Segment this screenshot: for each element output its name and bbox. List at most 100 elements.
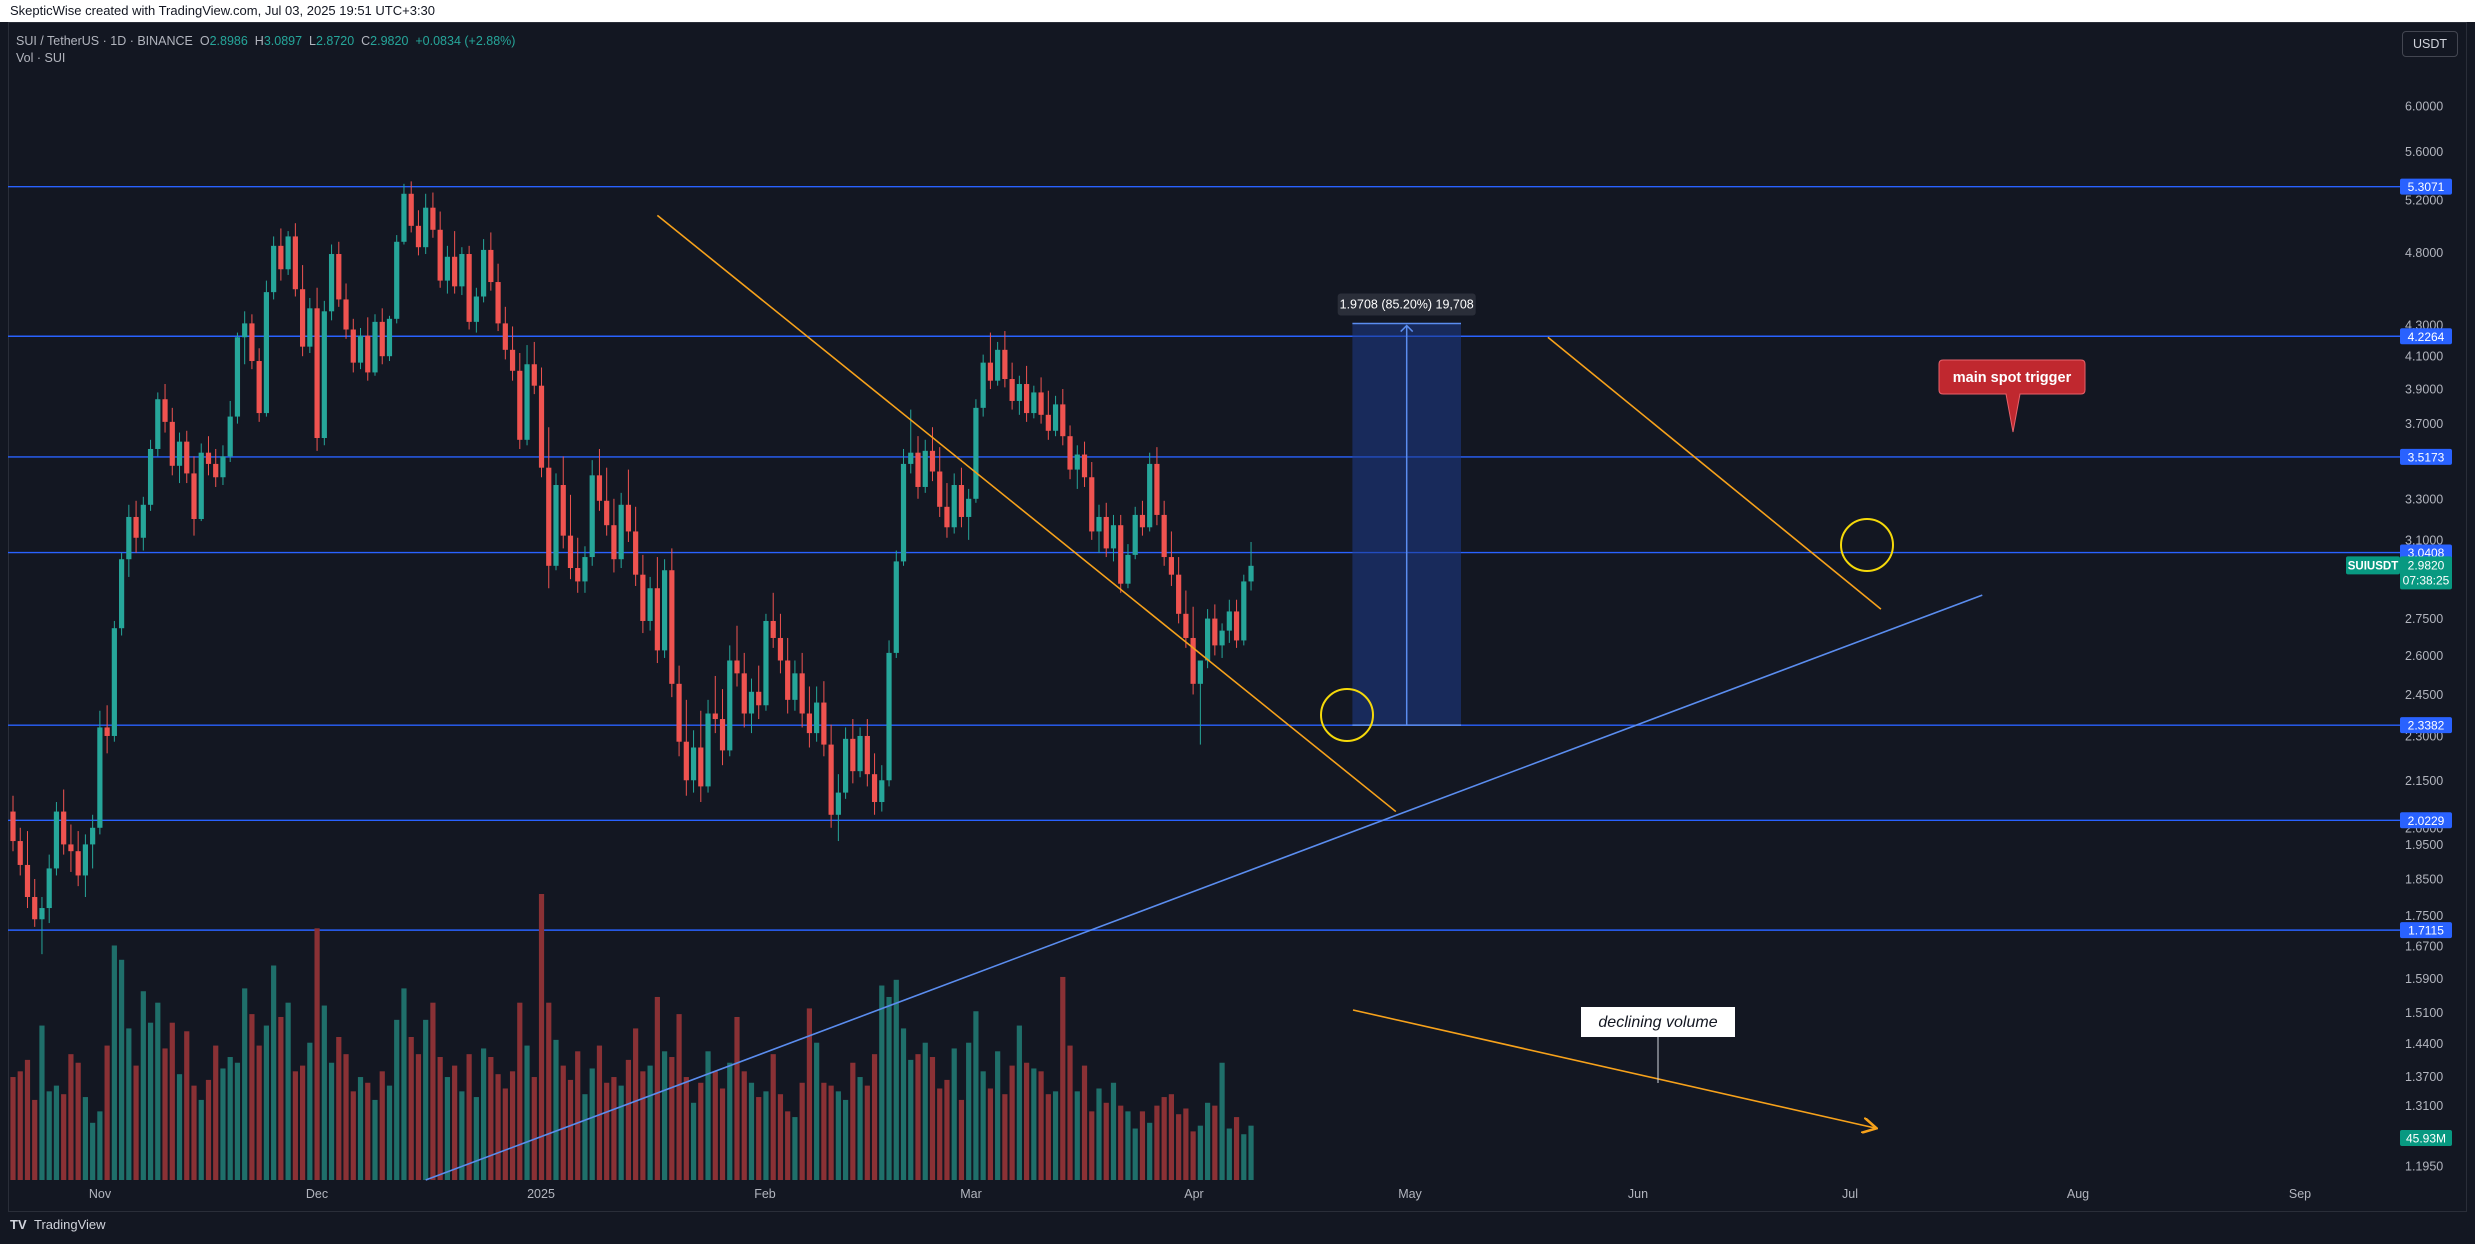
volume-bar	[517, 1002, 523, 1180]
candle-body	[459, 254, 465, 287]
volume-bar	[1190, 1131, 1196, 1180]
price-tick-label: 6.0000	[2405, 100, 2443, 114]
volume-bar	[828, 1085, 834, 1180]
volume-bar	[596, 1045, 603, 1180]
volume-bar	[61, 1094, 67, 1180]
volume-bar	[111, 945, 117, 1180]
candle-body	[169, 421, 175, 466]
level-price-tag-text: 2.3382	[2408, 719, 2445, 733]
time-tick-label: Feb	[754, 1187, 776, 1201]
volume-bar	[524, 1045, 530, 1180]
volume-bar	[300, 1065, 306, 1180]
candle-body	[271, 245, 277, 293]
volume-bar	[857, 1077, 863, 1180]
level-price-tag	[2400, 922, 2452, 939]
volume-bar	[647, 1065, 653, 1180]
volume-bar	[662, 1051, 668, 1180]
candle-body	[17, 841, 23, 865]
volume-bar	[256, 1045, 262, 1180]
time-tick-label: Apr	[1184, 1187, 1203, 1201]
candle-body	[213, 463, 219, 478]
volume-bar	[1241, 1134, 1247, 1180]
volume-bar	[119, 959, 125, 1180]
candle-body	[611, 525, 617, 560]
volume-bar	[394, 1019, 400, 1180]
volume-bar	[1168, 1094, 1174, 1180]
candle-body	[401, 193, 407, 242]
volume-bar	[690, 1102, 697, 1180]
candle-body	[198, 452, 204, 520]
volume-bar	[1205, 1102, 1211, 1180]
candle-body	[531, 364, 537, 386]
time-tick-label: Jun	[1628, 1187, 1648, 1201]
volume-bar	[1089, 1111, 1095, 1180]
candle-body	[799, 673, 805, 714]
candle-body	[524, 364, 530, 440]
candle-body	[408, 193, 414, 226]
volume-bar	[140, 991, 146, 1180]
volume-bar	[951, 1048, 957, 1180]
candle-body	[1103, 516, 1109, 549]
candle-body	[444, 256, 450, 281]
candle-body	[756, 691, 762, 706]
candle-body	[618, 504, 624, 560]
level-price-tag	[2400, 812, 2452, 829]
candle-body	[263, 292, 269, 414]
volume-bar	[698, 1082, 704, 1180]
candle-body	[1016, 384, 1022, 401]
volume-bar	[365, 1082, 371, 1180]
volume-bar	[263, 1025, 269, 1180]
candle-body	[647, 588, 653, 621]
candle-body	[1147, 463, 1153, 528]
candle-body	[719, 719, 726, 751]
currency-button[interactable]: USDT	[2402, 31, 2458, 57]
candle-body	[249, 323, 255, 362]
volume-bar	[372, 1099, 378, 1180]
price-tick-label: 3.3000	[2405, 492, 2443, 506]
price-tick-label: 1.4400	[2405, 1037, 2443, 1051]
volume-bar	[502, 1088, 508, 1180]
volume-bar	[987, 1088, 993, 1180]
level-price-tag-text: 3.5173	[2408, 450, 2445, 464]
volume-bar	[46, 1091, 52, 1180]
volume-bar	[509, 1071, 516, 1180]
volume-bar	[705, 1051, 711, 1180]
candle-body	[278, 245, 284, 270]
candle-body	[879, 780, 885, 803]
volume-bar	[806, 1008, 812, 1180]
volume-bar	[75, 1062, 81, 1180]
candle-body	[24, 864, 31, 897]
volume-bar	[944, 1079, 950, 1180]
candle-body	[321, 311, 327, 438]
price-tick-label: 1.5900	[2405, 972, 2443, 986]
candle-body	[676, 683, 682, 742]
candle-body	[929, 450, 936, 472]
candle-body	[509, 349, 516, 371]
callout-text: main spot trigger	[1953, 370, 2072, 386]
volume-bar	[567, 1079, 574, 1180]
volume-bar	[763, 1091, 769, 1180]
volume-bar	[777, 1094, 784, 1180]
volume-bar	[582, 1094, 588, 1180]
candle-body	[1024, 384, 1030, 414]
candle-body	[126, 516, 132, 560]
candle-body	[10, 811, 16, 842]
candle-body	[1031, 392, 1037, 414]
candle-body	[843, 738, 849, 793]
candle-body	[147, 448, 154, 505]
time-tick-label: Sep	[2289, 1187, 2311, 1201]
volume-bar	[133, 1065, 139, 1180]
volume-bar	[538, 894, 545, 1180]
candle-body	[734, 660, 740, 674]
price-tick-label: 1.3100	[2405, 1099, 2443, 1113]
volume-bar	[929, 1057, 936, 1180]
candle-body	[937, 471, 943, 507]
low-value: 2.8720	[315, 34, 355, 48]
price-tick-label: 1.3700	[2405, 1070, 2443, 1084]
volume-bar	[162, 1048, 168, 1180]
price-tick-label: 1.6700	[2405, 940, 2443, 954]
candle-body	[922, 450, 928, 487]
symbol-title: SUI / TetherUS · 1D · BINANCE	[16, 34, 193, 48]
volume-bar	[835, 1091, 841, 1180]
